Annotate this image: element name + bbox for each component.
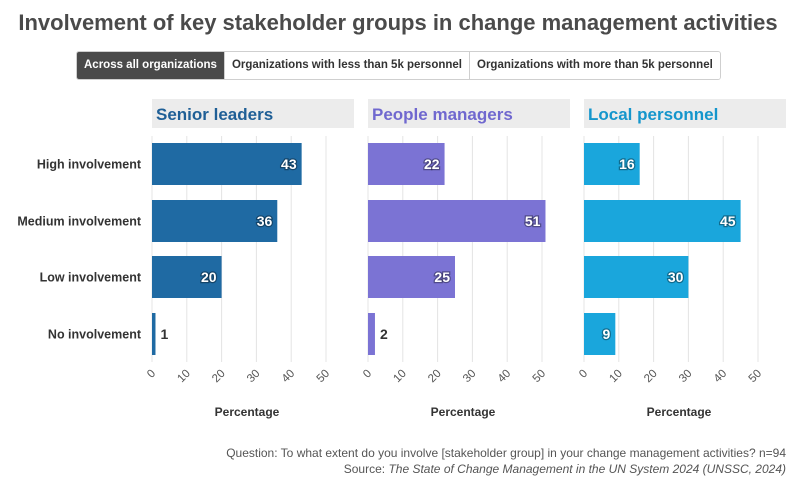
axis-title: Percentage: [431, 405, 496, 419]
bar: [152, 143, 302, 185]
tick-label: 30: [245, 368, 263, 386]
tick-label: 20: [642, 368, 660, 386]
bar: [368, 200, 546, 242]
category-label: No involvement: [48, 328, 142, 342]
data-label: 51: [525, 213, 541, 229]
axis-title: Percentage: [647, 405, 712, 419]
data-label: 25: [434, 269, 450, 285]
axis-title: Percentage: [215, 405, 280, 419]
chart-title: Involvement of key stakeholder groups in…: [18, 10, 778, 35]
tab-more-than-5k[interactable]: Organizations with more than 5k personne…: [470, 52, 720, 79]
data-label: 43: [281, 156, 297, 172]
data-label: 45: [720, 213, 736, 229]
panel-title: People managers: [372, 105, 513, 124]
tick-label: 20: [210, 368, 228, 386]
panel-title: Local personnel: [588, 105, 718, 124]
bar: [368, 313, 375, 355]
bar: [152, 313, 156, 355]
data-label: 2: [380, 326, 388, 342]
tick-label: 50: [315, 368, 333, 386]
data-label: 9: [603, 326, 611, 342]
tab-less-than-5k[interactable]: Organizations with less than 5k personne…: [224, 52, 470, 79]
tick-label: 50: [531, 368, 549, 386]
data-label: 20: [201, 269, 217, 285]
data-label: 36: [257, 213, 273, 229]
data-label: 30: [668, 269, 684, 285]
tick-label: 30: [461, 368, 479, 386]
data-label: 22: [424, 156, 440, 172]
tick-label: 10: [607, 368, 625, 386]
tick-label: 0: [577, 368, 590, 381]
tick-label: 0: [145, 368, 158, 381]
tick-label: 0: [361, 368, 374, 381]
source-prefix: Source:: [343, 462, 389, 476]
bar: [584, 143, 640, 185]
tick-label: 50: [747, 368, 765, 386]
source-title: The State of Change Management in the UN…: [388, 462, 786, 476]
tick-label: 30: [677, 368, 695, 386]
tick-label: 10: [391, 368, 409, 386]
category-label: Low involvement: [40, 271, 142, 285]
tab-across-all-organizations[interactable]: Across all organizations: [77, 52, 225, 79]
source-note: Source: The State of Change Management i…: [344, 462, 786, 476]
panel-header-bg: [368, 99, 570, 128]
panel-title: Senior leaders: [156, 105, 273, 124]
panel-header-bg: [152, 99, 354, 128]
tick-label: 40: [280, 368, 298, 386]
tick-label: 20: [426, 368, 444, 386]
bar: [584, 200, 741, 242]
tick-label: 40: [496, 368, 514, 386]
bar: [152, 256, 222, 298]
bar: [152, 200, 278, 242]
tick-label: 10: [175, 368, 193, 386]
filter-tabs: Across all organizations Organizations w…: [76, 51, 721, 80]
data-label: 16: [619, 156, 635, 172]
panel-header-bg: [584, 99, 786, 128]
question-note: Question: To what extent do you involve …: [226, 446, 786, 460]
category-label: Medium involvement: [17, 215, 141, 229]
bar: [368, 256, 455, 298]
tick-label: 40: [712, 368, 730, 386]
bar: [584, 256, 689, 298]
category-label: High involvement: [37, 158, 142, 172]
bar: [368, 143, 445, 185]
bar: [584, 313, 616, 355]
data-label: 1: [160, 326, 168, 342]
